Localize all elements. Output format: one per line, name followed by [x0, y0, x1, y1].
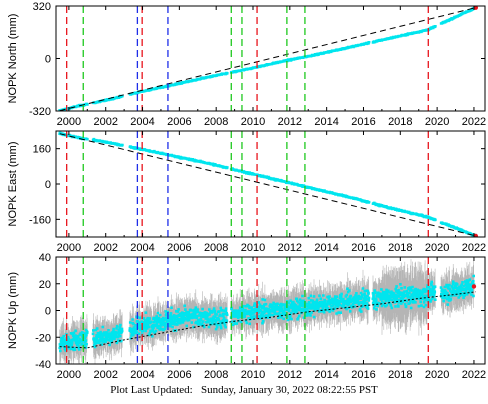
x-tick-label: 2002: [93, 369, 117, 381]
x-tick-label: 2020: [425, 116, 449, 128]
y-tick-label: -320: [29, 106, 51, 118]
last-point-east: [473, 233, 478, 237]
x-tick-label: 2020: [425, 369, 449, 381]
x-tick-label: 2010: [241, 369, 265, 381]
x-tick-label: 2016: [351, 116, 375, 128]
x-tick-label: 2008: [204, 369, 228, 381]
x-tick-label: 2004: [130, 116, 154, 128]
x-tick-label: 2010: [241, 242, 265, 254]
footer-date: Sunday, January 30, 2022 08:22:55 PST: [200, 384, 378, 396]
footer-label: Plot Last Updated:: [110, 384, 193, 396]
data-layer-north: [58, 6, 478, 111]
x-tick-label: 2002: [93, 116, 117, 128]
x-tick-label: 2004: [130, 369, 154, 381]
y-tick-label: -20: [35, 332, 51, 344]
y-tick-label: 320: [33, 1, 51, 13]
x-tick-label: 2014: [314, 242, 338, 254]
x-tick-label: 2010: [241, 116, 265, 128]
x-tick-label: 2000: [57, 116, 81, 128]
panel-up: 2000 2002 2004 2006 2008 2010 2012 2014 2016 2018…: [7, 252, 486, 381]
x-tick-label: 2012: [278, 369, 302, 381]
y-axis-label-east: NOPK East (mm): [7, 142, 19, 227]
model-line-up: [59, 291, 476, 349]
panel-frame: [55, 130, 486, 238]
x-tick-label: 2008: [204, 116, 228, 128]
x-tick-label: 2016: [351, 242, 375, 254]
x-tick-label: 2006: [167, 116, 191, 128]
model-line-east: [59, 133, 476, 237]
y-tick-label: -40: [35, 359, 51, 371]
y-axis-label-up: NOPK Up (mm): [7, 272, 19, 349]
x-tick-label: 2022: [462, 242, 486, 254]
last-point-north: [473, 6, 478, 10]
y-tick-label: -160: [29, 214, 51, 226]
error-bars-up: [59, 259, 475, 364]
x-tick-label: 2000: [57, 242, 81, 254]
x-tick-label: 2022: [462, 116, 486, 128]
x-tick-label: 2006: [167, 369, 191, 381]
x-tick-label: 2022: [462, 369, 486, 381]
y-tick-label: 160: [33, 144, 51, 156]
data-points-up: [58, 274, 476, 353]
x-tick-label: 2018: [388, 116, 412, 128]
plot-footer: Plot Last Updated: Sunday, January 30, 2…: [0, 384, 488, 396]
panel-east: 2000 2002 2004 2006 2008 2010 2012 2014 2016 2018…: [7, 130, 486, 254]
x-tick-label: 2014: [314, 369, 338, 381]
y-tick-label: 40: [39, 252, 51, 264]
y-tick-label: 0: [45, 54, 51, 66]
x-tick-label: 2000: [57, 369, 81, 381]
data-layer-up: [58, 259, 477, 364]
x-tick-label: 2014: [314, 116, 338, 128]
y-tick-label: 20: [39, 279, 51, 291]
x-tick-label: 2004: [130, 242, 154, 254]
x-tick-label: 2020: [425, 242, 449, 254]
panel-north: 2000 2002 2004 2006 2008 2010 2012 2014 2016 2018…: [7, 1, 486, 128]
y-tick-label: 0: [45, 179, 51, 191]
x-tick-label: 2008: [204, 242, 228, 254]
x-tick-label: 2016: [351, 369, 375, 381]
time-series-figure: 2000 2002 2004 2006 2008 2010 2012 2014 2016 2018…: [7, 1, 486, 381]
data-layer-east: [58, 131, 478, 237]
last-point-up: [471, 284, 477, 289]
x-tick-label: 2012: [278, 116, 302, 128]
x-tick-label: 2012: [278, 242, 302, 254]
y-tick-label: 0: [45, 306, 51, 318]
x-tick-label: 2006: [167, 242, 191, 254]
x-tick-label: 2018: [388, 242, 412, 254]
x-tick-label: 2018: [388, 369, 412, 381]
x-tick-label: 2002: [93, 242, 117, 254]
model-line-north: [59, 7, 476, 111]
y-axis-label-north: NOPK North (mm): [7, 14, 19, 104]
